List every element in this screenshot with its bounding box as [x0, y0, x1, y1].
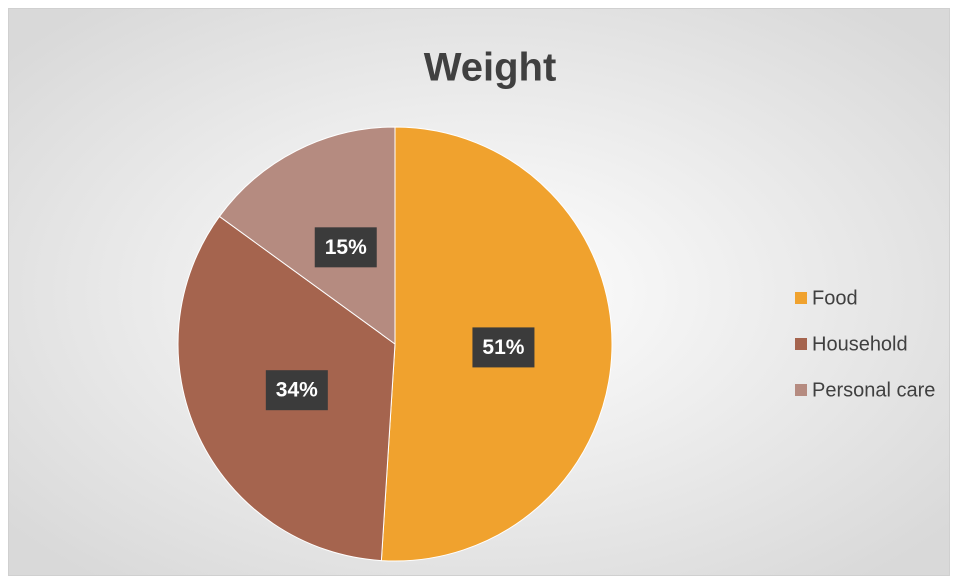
data-label-box: [314, 227, 377, 268]
legend-label: Household: [812, 333, 908, 355]
data-label-box: [472, 327, 535, 368]
legend-label: Personal care: [812, 379, 935, 401]
legend-swatch: [795, 338, 807, 350]
data-label: 51%: [482, 336, 524, 359]
legend-label: Food: [812, 287, 858, 309]
data-label-box: [265, 370, 328, 411]
pie-slice: [218, 126, 396, 345]
legend-swatch: [795, 292, 807, 304]
legend-swatch: [795, 384, 807, 396]
data-label: 34%: [276, 379, 318, 402]
chart-title: Weight: [424, 46, 557, 90]
data-label: 15%: [325, 236, 367, 259]
